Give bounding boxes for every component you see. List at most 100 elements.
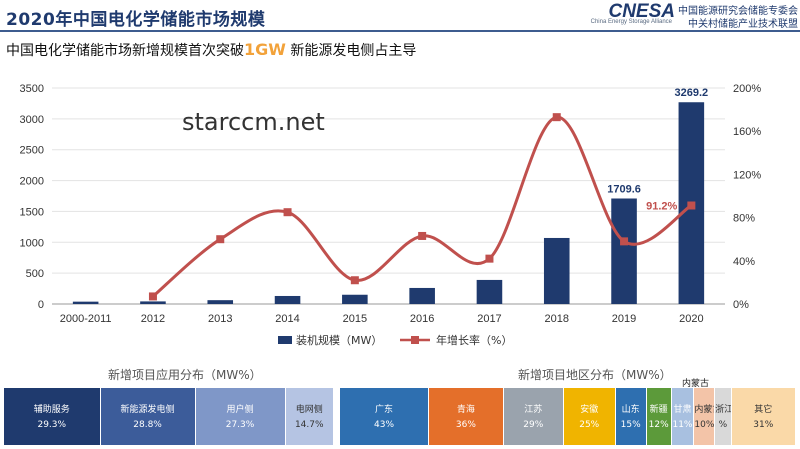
application-segment-value: 27.3% bbox=[225, 420, 255, 430]
region-segment: 浙江% bbox=[715, 388, 732, 445]
growth-rate-point bbox=[283, 208, 292, 217]
x-tick-label: 2017 bbox=[477, 313, 501, 325]
growth-rate-point bbox=[485, 254, 494, 263]
region-segment-value: 11% bbox=[672, 420, 693, 430]
region-segment: 甘肃 11% bbox=[671, 388, 695, 445]
region-segment-label: 内蒙古 bbox=[694, 405, 714, 415]
bar-2015 bbox=[342, 294, 368, 304]
region-distribution-bar: 广东 43% 青海 36% 江苏 29% 安徽 25% 山东 15% 新疆 12% 甘肃 11%内蒙古 10… bbox=[340, 388, 796, 445]
application-segment-label: 辅助服务 bbox=[33, 405, 70, 415]
application-segment-value: 29.3% bbox=[37, 420, 67, 430]
region-segment-value: 36% bbox=[455, 420, 476, 430]
region-segment-label: 甘肃 bbox=[673, 405, 692, 415]
x-tick-label: 2015 bbox=[343, 313, 367, 325]
y-tick-label-left: 2000 bbox=[20, 176, 44, 188]
legend-swatch-bar bbox=[278, 336, 292, 344]
application-section-title: 新增项目应用分布（MW%） bbox=[108, 368, 262, 382]
growth-rate-point bbox=[148, 292, 157, 301]
bar-2012 bbox=[140, 301, 166, 304]
bar-2000-2011 bbox=[72, 301, 99, 304]
header-divider bbox=[0, 30, 800, 32]
x-tick-label: 2013 bbox=[208, 313, 232, 325]
legend-label-bar: 装机规模（MW） bbox=[296, 333, 382, 347]
growth-rate-point bbox=[552, 113, 561, 122]
region-segment-label: 浙江 bbox=[715, 405, 732, 415]
region-segment-value: 10% bbox=[694, 420, 715, 430]
legend-label-line: 年增长率（%） bbox=[436, 333, 512, 347]
x-tick-label: 2014 bbox=[275, 313, 299, 325]
bar-value-label: 3269.2 bbox=[675, 87, 709, 99]
y-tick-label-left: 3500 bbox=[20, 83, 44, 95]
y-tick-label-right: 0% bbox=[733, 299, 749, 311]
application-segment-value: 28.8% bbox=[133, 420, 162, 430]
y-tick-label-left: 1000 bbox=[20, 237, 44, 249]
y-tick-label-right: 160% bbox=[733, 126, 761, 138]
legend-marker-line bbox=[411, 336, 419, 344]
bar-2014 bbox=[274, 295, 301, 304]
application-segment-label: 用户侧 bbox=[226, 405, 254, 415]
region-segment-label: 其它 bbox=[754, 405, 773, 415]
y-tick-label-left: 3000 bbox=[20, 114, 44, 126]
region-segment: 山东 15% bbox=[615, 388, 647, 445]
subtitle-highlight: 1GW bbox=[244, 40, 286, 59]
growth-rate-point bbox=[620, 237, 629, 246]
growth-rate-line bbox=[151, 115, 693, 298]
header-bar: 2020年中国电化学储能市场规模 CNESA China Energy Stor… bbox=[0, 0, 800, 30]
y-tick-label-left: 500 bbox=[26, 268, 44, 280]
region-segment-value: 15% bbox=[620, 420, 641, 430]
bar-2013 bbox=[207, 300, 234, 304]
region-segment: 安徽 25% bbox=[563, 388, 616, 445]
brand-name-line1: 中国能源研究会储能专委会 bbox=[678, 6, 798, 17]
region-segment-value: 31% bbox=[753, 420, 774, 430]
bar-value-label: 1709.6 bbox=[607, 183, 641, 195]
brand-subtitle: China Energy Storage Alliance bbox=[590, 19, 672, 25]
region-segment-label: 安徽 bbox=[580, 405, 599, 415]
x-tick-label: 2018 bbox=[545, 313, 569, 325]
growth-rate-point bbox=[418, 231, 427, 240]
chart-subtitle: 中国电化学储能市场新增规模首次突破1GW 新能源发电侧占主导 bbox=[6, 40, 416, 60]
x-tick-label: 2012 bbox=[141, 313, 165, 325]
bar-2017 bbox=[476, 279, 503, 304]
x-tick-label: 2019 bbox=[612, 313, 636, 325]
region-segment: 江苏 29% bbox=[503, 388, 564, 445]
region-segment-value: 12% bbox=[648, 420, 669, 430]
brand-logo: CNESA bbox=[608, 1, 675, 22]
application-segment-value: 14.7% bbox=[294, 420, 324, 430]
brand-name-line2: 中关村储能产业技术联盟 bbox=[688, 19, 798, 30]
region-segment: 青海 36% bbox=[429, 388, 504, 445]
application-segment: 用户侧 27.3% bbox=[195, 388, 286, 445]
region-segment: 其它 31% bbox=[731, 388, 796, 445]
region-segment-value: 43% bbox=[374, 420, 395, 430]
application-segment: 电网侧 14.7% bbox=[285, 388, 334, 445]
x-tick-label: 2020 bbox=[679, 313, 703, 325]
y-tick-label-right: 80% bbox=[733, 213, 755, 225]
growth-rate-point bbox=[687, 201, 696, 210]
y-tick-label-left: 1500 bbox=[20, 206, 44, 218]
application-segment-label: 新能源发电侧 bbox=[120, 405, 175, 415]
region-segment-label: 江苏 bbox=[524, 405, 543, 415]
region-segment: 广东 43% bbox=[340, 388, 430, 445]
region-segment: 新疆 12% bbox=[646, 388, 672, 445]
watermark-text: starccm.net bbox=[182, 108, 325, 136]
y-tick-label-right: 40% bbox=[733, 256, 755, 268]
y-tick-label-left: 2500 bbox=[20, 145, 44, 157]
region-segment-value: % bbox=[718, 420, 728, 430]
growth-rate-point bbox=[350, 276, 359, 285]
region-segment-label: 山东 bbox=[621, 405, 640, 415]
region-segment-value: 25% bbox=[579, 420, 600, 430]
bar-2016 bbox=[409, 287, 435, 304]
floating-region-label: 内蒙古 bbox=[682, 379, 710, 389]
subtitle-text-2: 新能源发电侧占主导 bbox=[285, 43, 417, 59]
region-segment-label: 广东 bbox=[375, 405, 394, 415]
x-tick-label: 2000-2011 bbox=[60, 313, 112, 325]
y-tick-label-right: 200% bbox=[733, 83, 761, 95]
application-distribution-bar: 辅助服务 29.3% 新能源发电侧 28.8% 用户侧 27.3% 电网侧 14.7% bbox=[4, 388, 334, 445]
application-segment: 辅助服务 29.3% bbox=[4, 388, 101, 445]
application-segment-label: 电网侧 bbox=[295, 405, 323, 415]
market-chart: 0 500 1000 1500 2000 2500 3000 3500 0% 40% 80% 120%… bbox=[20, 83, 762, 347]
bar-2019 bbox=[611, 198, 637, 304]
region-segment-value: 29% bbox=[523, 420, 544, 430]
region-segment: 内蒙古 10% bbox=[694, 388, 716, 445]
growth-rate-point bbox=[216, 235, 225, 244]
page-title: 2020年中国电化学储能市场规模 bbox=[6, 10, 266, 30]
